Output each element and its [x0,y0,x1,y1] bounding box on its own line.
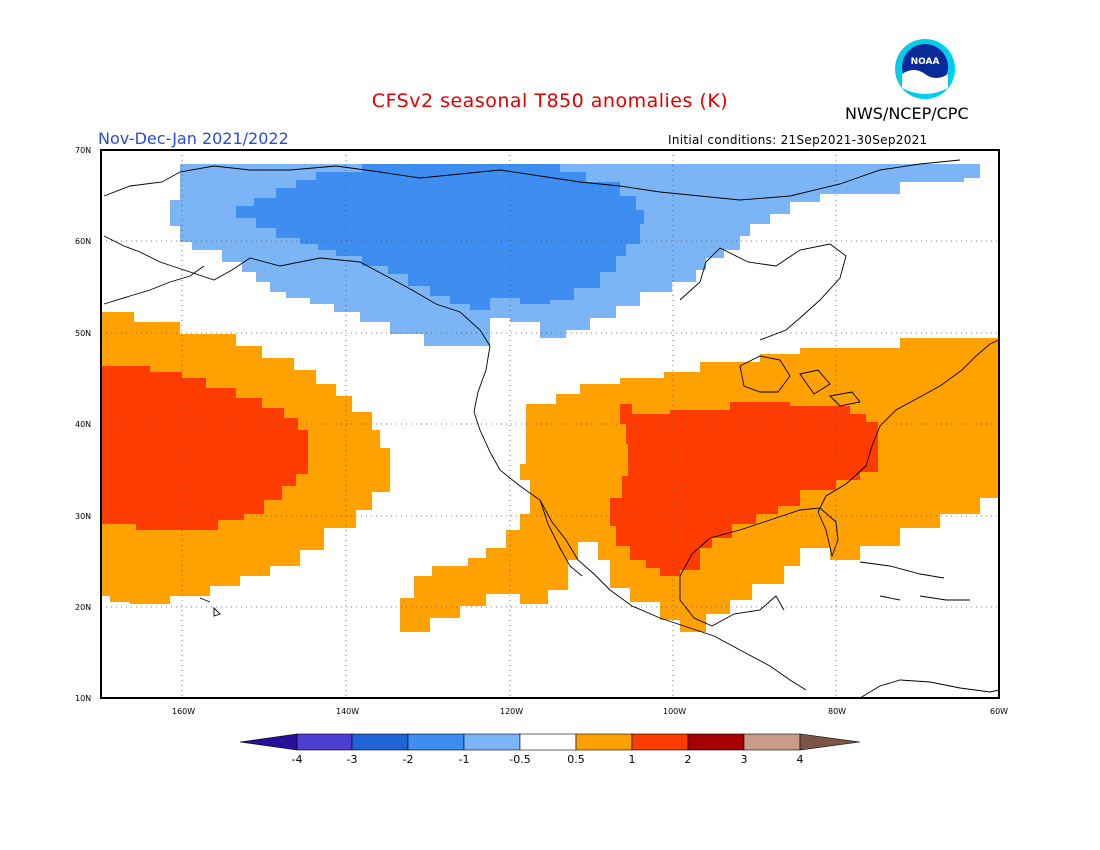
lat-label-10n: 10N [75,694,91,703]
coastlines [103,159,999,698]
lat-label-40n: 40N [75,420,91,429]
caribbean-islands [859,561,970,601]
arctic-coast [335,159,961,201]
colorbar-high-arrow [799,733,861,751]
colorbar-label-6: 0.5 [567,753,585,766]
canada-strong-cold-anomaly [236,164,644,310]
colorbar-bin-3 [407,733,465,751]
east-coast [817,339,999,513]
logo-text: NOAA [911,57,940,67]
lat-label-20n: 20N [75,603,91,612]
pacific-strong-warm-anomaly [101,366,308,530]
latitude-labels: 70N 60N 50N 40N 30N 20N 10N [75,146,91,703]
colorbar-bin-6 [575,733,633,751]
alaska-coast [103,165,491,347]
organization-label: NWS/NCEP/CPC [845,104,969,123]
colorbar [239,733,861,751]
west-coast [473,345,807,691]
colorbar-bin-4 [463,733,521,751]
map-title: CFSv2 seasonal T850 anomalies (K) [371,90,729,112]
baja [539,499,583,577]
colorbar-label-5: -0.5 [509,753,530,766]
lat-label-60n: 60N [75,237,91,246]
colorbar-bin-9 [743,733,801,751]
colorbar-labels: -4 -3 -2 -1 -0.5 0.5 1 2 3 4 [292,753,804,766]
colorbar-bin-5 [519,733,577,751]
colorbar-label-9: 3 [741,753,748,766]
lon-label-140w: 140W [336,707,359,716]
south-america-coast [859,679,999,698]
lon-label-120w: 120W [500,707,523,716]
gulf-coast [679,507,839,627]
colorbar-bin-8 [687,733,745,751]
anomaly-fields [101,164,999,632]
plains-strong-warm-anomaly [610,402,878,576]
lat-label-70n: 70N [75,146,91,155]
great-lakes [739,355,861,407]
lon-label-60w: 60W [990,707,1008,716]
colorbar-label-8: 2 [685,753,692,766]
lon-label-100w: 100W [663,707,686,716]
colorbar-label-10: 4 [797,753,804,766]
colorbar-bin-7 [631,733,689,751]
colorbar-low-arrow [239,733,298,751]
noaa-logo: NOAA [895,39,955,99]
map-frame [100,149,1000,699]
lon-label-160w: 160W [172,707,195,716]
colorbar-label-7: 1 [629,753,636,766]
colorbar-bin-1 [296,733,353,751]
colorbar-label-2: -3 [347,753,358,766]
longitude-labels: 160W 140W 120W 100W 80W 60W [172,707,1008,716]
lat-label-30n: 30N [75,512,91,521]
aleutians [103,265,205,305]
initial-conditions-label: Initial conditions: 21Sep2021-30Sep2021 [668,133,928,147]
colorbar-label-4: -1 [459,753,470,766]
period-label: Nov-Dec-Jan 2021/2022 [98,129,289,148]
lon-label-80w: 80W [828,707,846,716]
hudson-bay [679,243,847,341]
lat-label-50n: 50N [75,329,91,338]
hawaii [199,597,221,617]
colorbar-label-3: -2 [403,753,414,766]
colorbar-label-1: -4 [292,753,303,766]
colorbar-bin-2 [351,733,409,751]
